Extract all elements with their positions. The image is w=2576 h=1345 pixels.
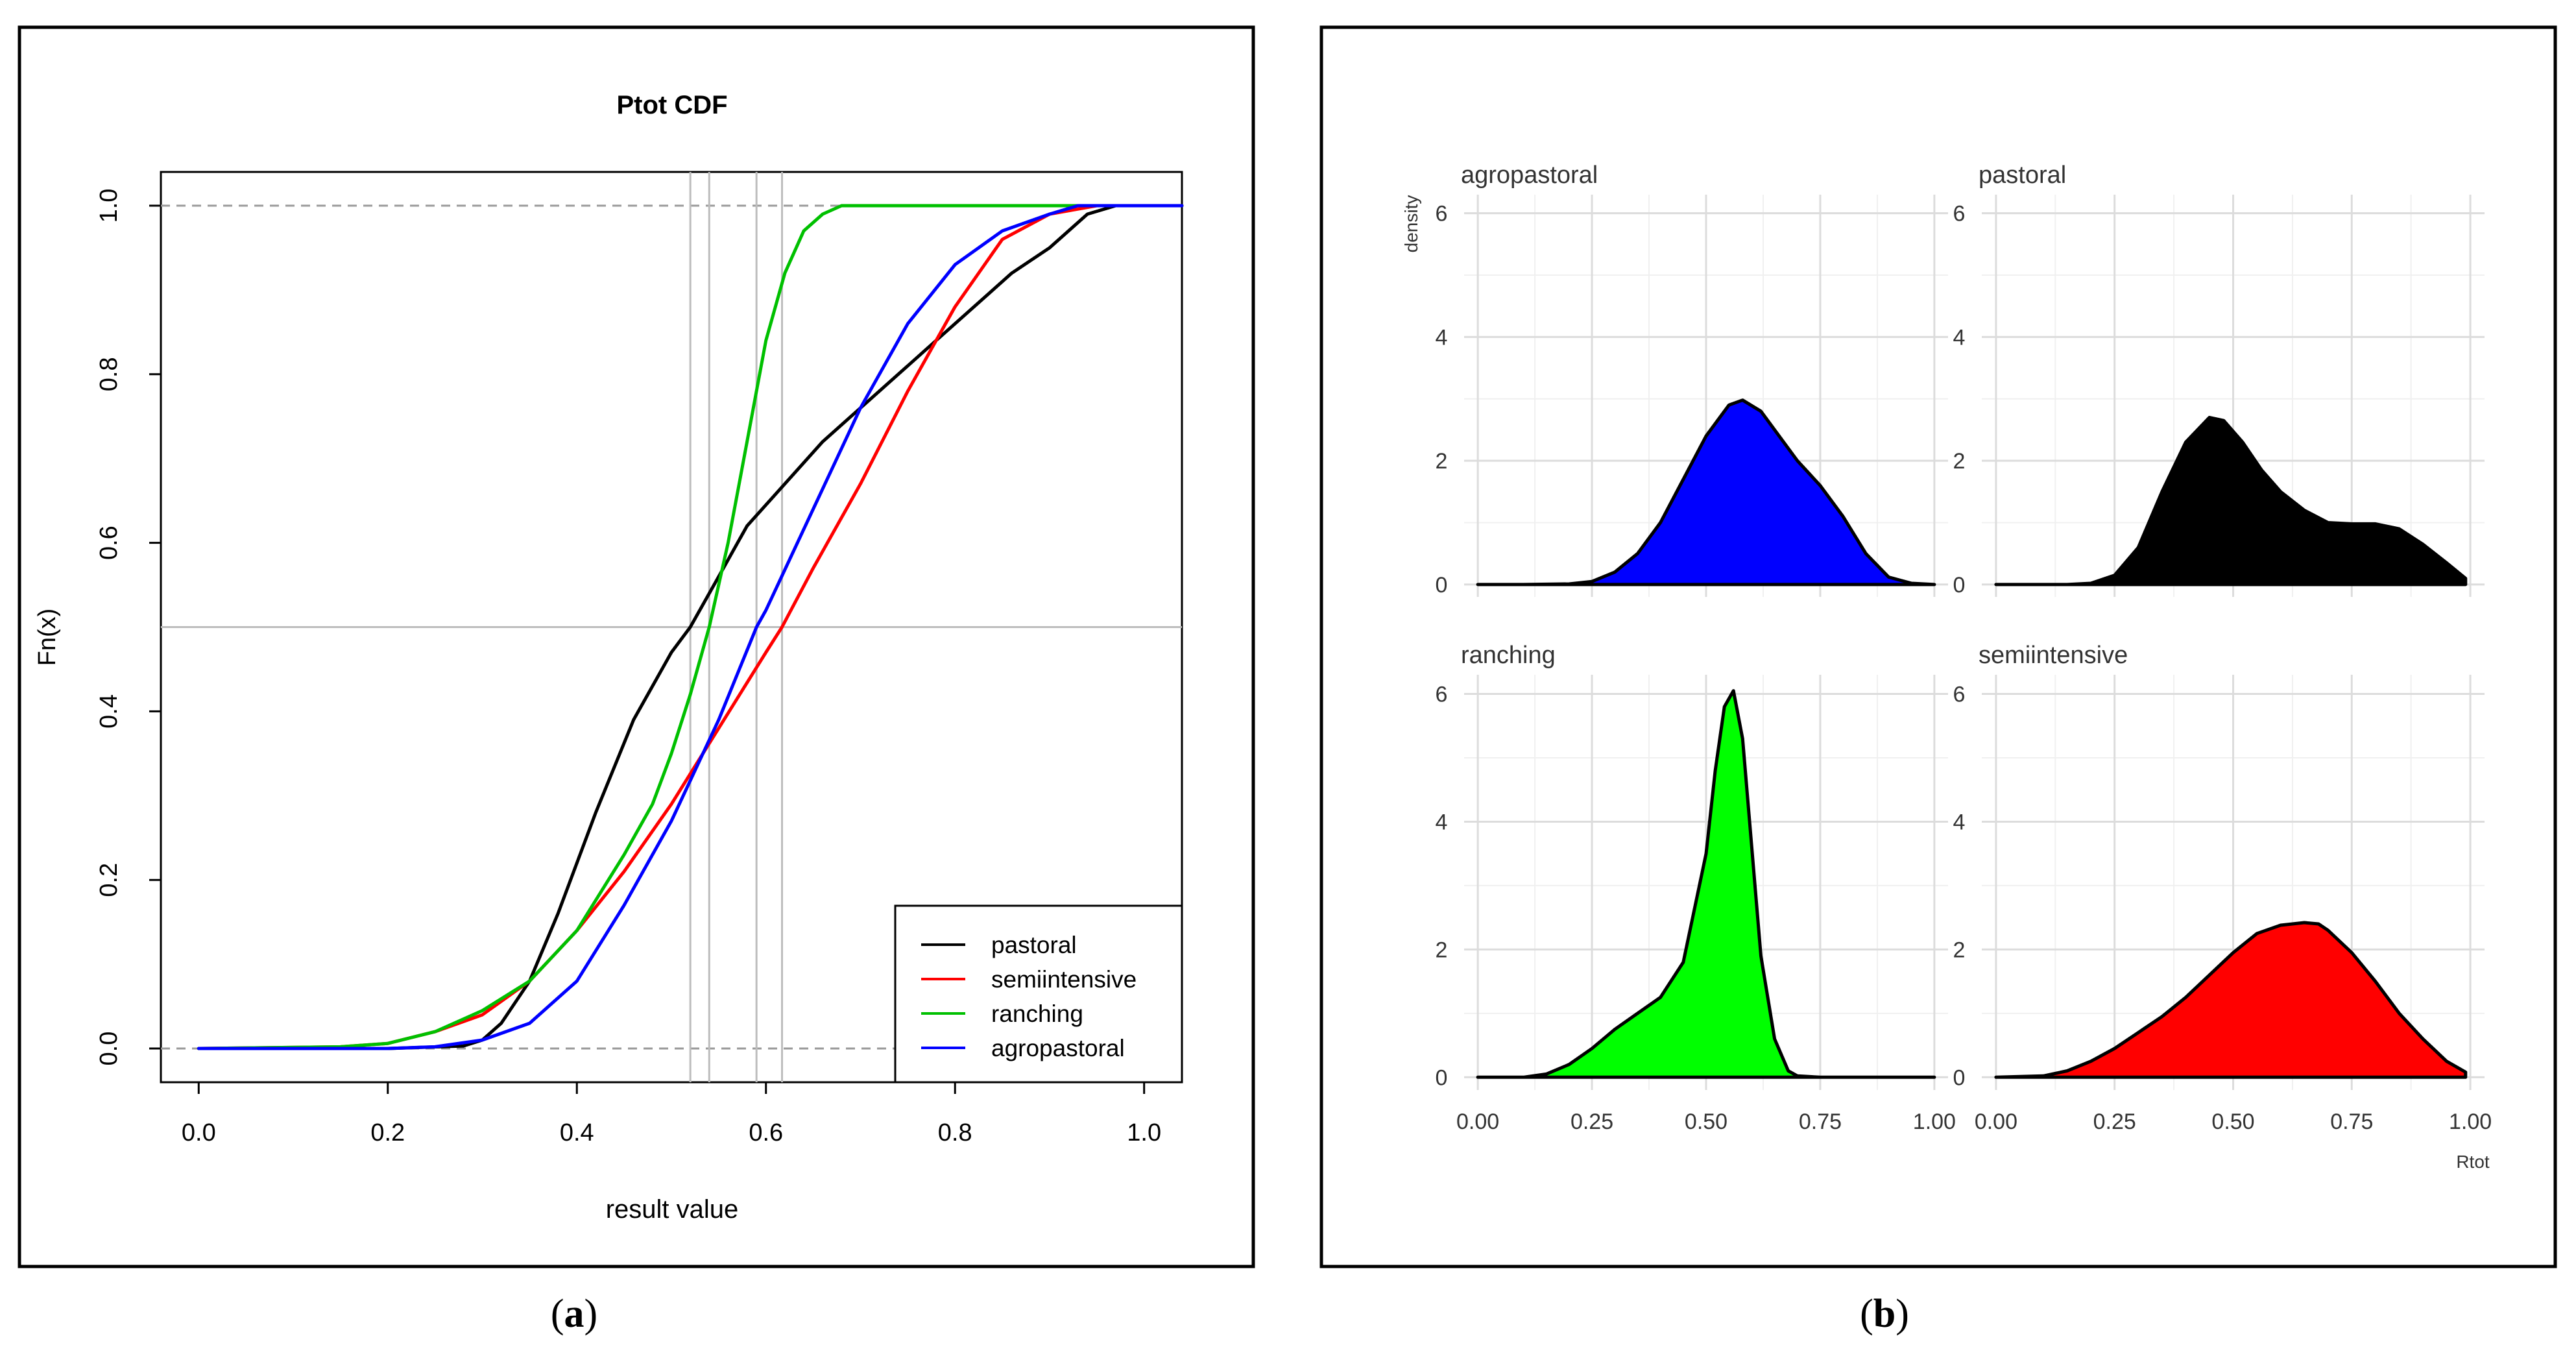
y-tick-label: 0.0: [95, 1032, 123, 1066]
y-tick-label: 6: [1436, 202, 1448, 226]
caption-a: (a): [551, 1292, 597, 1336]
series-line-pastoral: [197, 204, 1184, 1050]
y-tick-label: 0: [1953, 573, 1966, 598]
y-tick-label: 4: [1953, 325, 1966, 350]
x-tick-label: 0.4: [560, 1119, 594, 1146]
legend-box: [894, 904, 1183, 1084]
y-tick-label: 0.8: [95, 357, 123, 391]
panel-a-xlabel: result value: [606, 1195, 739, 1224]
y-tick-label: 4: [1436, 810, 1448, 834]
legend-label-pastoral: pastoral: [991, 932, 1077, 958]
x-tick-label: 0.75: [1799, 1109, 1842, 1134]
y-tick-label: 4: [1953, 810, 1966, 834]
y-tick-label: 2: [1953, 449, 1966, 474]
facet-title: pastoral: [1979, 162, 2066, 189]
x-tick-label: 0.25: [1571, 1109, 1613, 1134]
legend-label-agropastoral: agropastoral: [991, 1035, 1125, 1061]
facet-ranching: ranching 0 2 4 6 0.00 0.25 0.50 0.75 1.00: [1436, 642, 1956, 1134]
facet-semiintensive: semiintensive 0 2 4 6 0.00 0.25 0.50 0.75 1.00: [1953, 642, 2492, 1134]
panel-a-ylabel: Fn(x): [34, 609, 61, 666]
panel-a-title: Ptot CDF: [616, 91, 727, 119]
y-tick-label: 0: [1953, 1065, 1966, 1090]
x-tick-label: 0.2: [370, 1119, 405, 1146]
y-tick-label: 2: [1436, 449, 1448, 474]
density-area-pastoral: [1994, 415, 2468, 587]
y-tick-label: 2: [1953, 938, 1966, 962]
y-tick-label: 0: [1436, 573, 1448, 598]
panel-b-xlabel: Rtot: [2456, 1152, 2490, 1172]
y-tick-label: 0.6: [95, 526, 123, 560]
x-tick-label: 1.00: [1913, 1109, 1956, 1134]
x-tick-label: 0.00: [1975, 1109, 2017, 1134]
legend-label-semiintensive: semiintensive: [991, 966, 1137, 993]
facet-title: agropastoral: [1461, 162, 1598, 189]
y-tick-label: 1.0: [95, 189, 123, 223]
x-tick-label: 0.50: [1685, 1109, 1727, 1134]
y-tick-label: 0.2: [95, 863, 123, 897]
facet-title: ranching: [1461, 642, 1556, 669]
x-tick-label: 0.50: [2211, 1109, 2254, 1134]
x-tick-label: 0.6: [749, 1119, 783, 1146]
x-tick-label: 0.75: [2330, 1109, 2373, 1134]
y-tick-label: 0: [1436, 1065, 1448, 1090]
x-tick-label: 0.25: [2093, 1109, 2136, 1134]
y-tick-label: 2: [1436, 938, 1448, 962]
density-area-ranching: [1476, 689, 1936, 1079]
x-tick-label: 0.0: [182, 1119, 216, 1146]
legend-label-ranching: ranching: [991, 1000, 1083, 1027]
facet-agropastoral: agropastoral 0 2 4 6: [1436, 162, 1948, 598]
density-area-agropastoral: [1476, 398, 1936, 587]
x-tick-label: 1.00: [2449, 1109, 2492, 1134]
y-tick-label: 6: [1436, 683, 1448, 707]
density-area-semiintensive: [1994, 921, 2468, 1079]
y-tick-label: 6: [1953, 202, 1966, 226]
x-tick-label: 0.8: [938, 1119, 972, 1146]
series-line-ranching: [197, 204, 1184, 1050]
x-tick-label: 0.00: [1456, 1109, 1499, 1134]
facet-title: semiintensive: [1979, 642, 2128, 669]
y-tick-label: 0.4: [95, 694, 123, 729]
caption-b: (b): [1860, 1292, 1909, 1336]
y-tick-label: 4: [1436, 325, 1448, 350]
x-tick-label: 1.0: [1127, 1119, 1161, 1146]
panel-b-ylabel: density: [1401, 195, 1421, 253]
facet-pastoral: pastoral 0 2 4 6: [1953, 162, 2485, 598]
y-tick-label: 6: [1953, 683, 1966, 707]
series-line-agropastoral: [197, 204, 1184, 1050]
